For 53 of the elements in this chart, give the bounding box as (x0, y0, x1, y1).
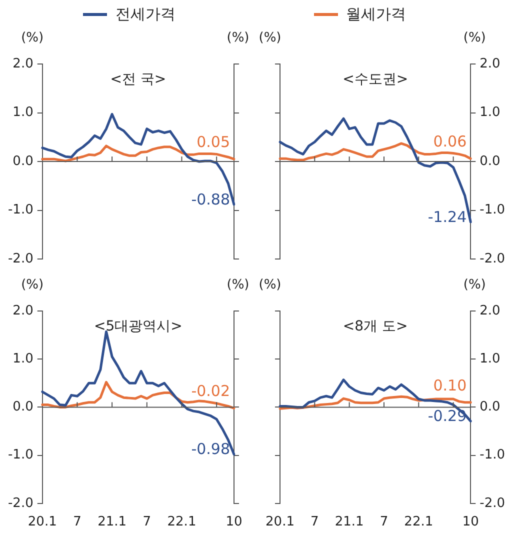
x-tick-label: 7 (73, 514, 82, 530)
y-tick-label: -1.0 (8, 448, 34, 463)
y2-tick-label: -2.0 (480, 496, 506, 511)
x-tick-label: 10 (462, 514, 479, 530)
data-label: 0.10 (433, 376, 467, 394)
x-tick-label: 21.1 (98, 514, 127, 530)
x-tick-label: 10 (226, 514, 242, 530)
y2-tick-label: 0.0 (480, 400, 500, 415)
data-label: 0.05 (196, 132, 230, 151)
y2-axis-title: (%) (463, 30, 486, 46)
x-tick-label: 20.1 (28, 514, 57, 530)
y2-tick-label: 1.0 (480, 105, 500, 120)
y2-axis-title: (%) (226, 277, 250, 292)
data-label: 0.06 (433, 132, 467, 150)
y2-tick-label: -2.0 (480, 251, 506, 266)
y-tick-label: -1.0 (8, 202, 34, 218)
x-tick-label: 7 (310, 514, 319, 530)
y-tick-label: -2.0 (8, 251, 34, 266)
chart-title: <수도권> (342, 72, 408, 88)
y2-axis-title: (%) (226, 30, 250, 46)
y2-tick-label: -1.0 (480, 448, 506, 463)
y-tick-label: 1.0 (12, 351, 34, 366)
y-axis-title: (%) (21, 30, 44, 46)
y2-axis-title: (%) (463, 277, 486, 292)
x-tick-label: 21.1 (334, 514, 364, 530)
legend-label: 전세가격 (115, 4, 176, 24)
x-tick-label: 22.1 (404, 514, 434, 530)
data-label: -0.98 (191, 440, 230, 458)
y2-tick-label: -1.0 (480, 202, 506, 218)
x-tick-label: 22.1 (167, 514, 196, 530)
chart-title: <8개 도> (342, 318, 408, 335)
y-axis-title: (%) (258, 277, 282, 292)
y-tick-label: 0.0 (12, 400, 34, 415)
y-tick-label: -2.0 (8, 496, 34, 511)
data-label: -0.88 (191, 190, 230, 208)
x-tick-label: 7 (380, 514, 388, 530)
y-tick-label: 1.0 (12, 105, 34, 120)
y-tick-label: 0.0 (12, 154, 34, 169)
y-tick-label: 2.0 (12, 56, 34, 72)
y-tick-label: 2.0 (12, 303, 34, 318)
text: <5대광역시> (94, 318, 182, 335)
x-tick-label: 7 (142, 514, 152, 530)
y2-tick-label: 1.0 (480, 351, 500, 366)
text: <전 국> (110, 72, 166, 88)
y2-tick-label: 2.0 (480, 56, 500, 72)
data-label: -1.24 (428, 208, 467, 226)
y-axis-title: (%) (258, 30, 282, 46)
y2-tick-label: 0.0 (480, 154, 500, 169)
data-label: -0.02 (191, 382, 230, 400)
y2-tick-label: 2.0 (480, 303, 500, 318)
legend-label: 월세가격 (346, 4, 406, 24)
y-axis-title: (%) (21, 277, 44, 292)
x-tick-label: 20.1 (266, 514, 294, 530)
